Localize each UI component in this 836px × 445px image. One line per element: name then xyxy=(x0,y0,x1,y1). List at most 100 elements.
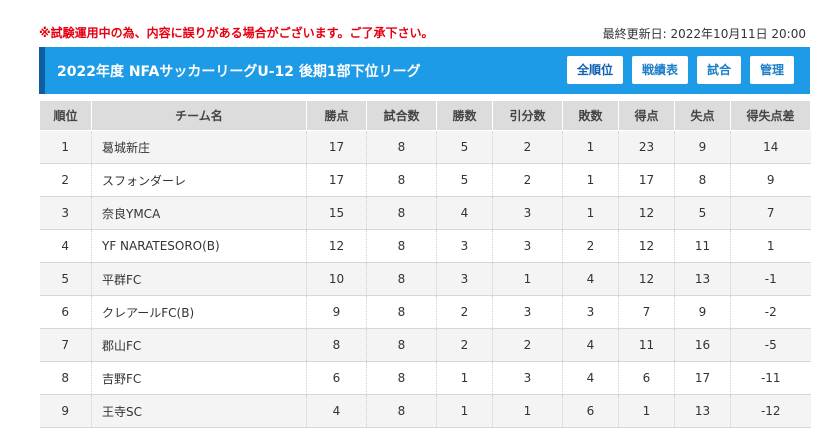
table-row: 8 吉野FC 6 8 1 3 4 6 17 -11 xyxy=(39,361,811,395)
col-rank: 順位 xyxy=(39,100,92,131)
cell-draws: 3 xyxy=(492,361,563,395)
cell-team: スフォンダーレ xyxy=(91,163,307,197)
table-row: 5 平群FC 10 8 3 1 4 12 13 -1 xyxy=(39,262,811,296)
cell-losses: 1 xyxy=(562,163,619,197)
cell-goal-diff: 7 xyxy=(730,196,811,230)
col-goals-for: 得点 xyxy=(618,100,675,131)
col-goals-against: 失点 xyxy=(674,100,731,131)
standings-table: 順位 チーム名 勝点 試合数 勝数 引分数 敗数 得点 失点 得失点差 1 葛城… xyxy=(39,100,811,428)
cell-played: 8 xyxy=(366,262,437,296)
cell-goals-for: 6 xyxy=(618,361,675,395)
matches-button[interactable]: 試合 xyxy=(696,56,741,84)
cell-goals-against: 8 xyxy=(674,163,731,197)
cell-goal-diff: -11 xyxy=(730,361,811,395)
league-title: 2022年度 NFAサッカーリーグU-12 後期1部下位リーグ xyxy=(57,64,421,80)
table-row: 2 スフォンダーレ 17 8 5 2 1 17 8 9 xyxy=(39,163,811,197)
cell-rank: 9 xyxy=(39,394,92,428)
cell-team: 吉野FC xyxy=(91,361,307,395)
table-row: 3 奈良YMCA 15 8 4 3 1 12 5 7 xyxy=(39,196,811,230)
cell-points: 8 xyxy=(306,328,367,362)
cell-rank: 3 xyxy=(39,196,92,230)
cell-wins: 5 xyxy=(436,130,493,164)
cell-goal-diff: -1 xyxy=(730,262,811,296)
cell-played: 8 xyxy=(366,328,437,362)
cell-played: 8 xyxy=(366,130,437,164)
cell-played: 8 xyxy=(366,163,437,197)
cell-goals-for: 23 xyxy=(618,130,675,164)
cell-points: 9 xyxy=(306,295,367,329)
cell-wins: 5 xyxy=(436,163,493,197)
admin-button[interactable]: 管理 xyxy=(749,56,794,84)
cell-draws: 2 xyxy=(492,130,563,164)
results-button[interactable]: 戦績表 xyxy=(631,56,688,84)
cell-team: 奈良YMCA xyxy=(91,196,307,230)
header-buttons: 全順位 戦績表 試合 管理 xyxy=(566,56,794,84)
cell-goals-for: 17 xyxy=(618,163,675,197)
cell-losses: 4 xyxy=(562,361,619,395)
cell-wins: 2 xyxy=(436,328,493,362)
table-row: 4 YF NARATESORO(B) 12 8 3 3 2 12 11 1 xyxy=(39,229,811,263)
cell-points: 10 xyxy=(306,262,367,296)
standings-button[interactable]: 全順位 xyxy=(566,56,623,84)
cell-wins: 1 xyxy=(436,361,493,395)
cell-goal-diff: -2 xyxy=(730,295,811,329)
cell-goal-diff: -5 xyxy=(730,328,811,362)
cell-team: 王寺SC xyxy=(91,394,307,428)
cell-goals-for: 12 xyxy=(618,196,675,230)
cell-goal-diff: -12 xyxy=(730,394,811,428)
table-header-row: 順位 チーム名 勝点 試合数 勝数 引分数 敗数 得点 失点 得失点差 xyxy=(39,100,811,131)
cell-wins: 3 xyxy=(436,229,493,263)
col-draws: 引分数 xyxy=(492,100,563,131)
cell-goals-against: 13 xyxy=(674,262,731,296)
cell-goals-for: 12 xyxy=(618,262,675,296)
cell-wins: 2 xyxy=(436,295,493,329)
cell-goals-against: 5 xyxy=(674,196,731,230)
col-played: 試合数 xyxy=(366,100,437,131)
cell-rank: 7 xyxy=(39,328,92,362)
league-header: 2022年度 NFAサッカーリーグU-12 後期1部下位リーグ 全順位 戦績表 … xyxy=(39,47,810,94)
col-wins: 勝数 xyxy=(436,100,493,131)
cell-goals-against: 11 xyxy=(674,229,731,263)
top-bar: ※試験運用中の為、内容に誤りがある場合がございます。ご了承下さい。 最終更新日:… xyxy=(0,0,836,46)
cell-draws: 3 xyxy=(492,295,563,329)
cell-team: 平群FC xyxy=(91,262,307,296)
cell-losses: 4 xyxy=(562,328,619,362)
cell-draws: 1 xyxy=(492,394,563,428)
cell-losses: 4 xyxy=(562,262,619,296)
cell-played: 8 xyxy=(366,295,437,329)
cell-rank: 5 xyxy=(39,262,92,296)
cell-draws: 2 xyxy=(492,163,563,197)
cell-points: 4 xyxy=(306,394,367,428)
trial-notice: ※試験運用中の為、内容に誤りがある場合がございます。ご了承下さい。 xyxy=(39,26,434,40)
cell-goals-against: 13 xyxy=(674,394,731,428)
cell-goal-diff: 14 xyxy=(730,130,811,164)
cell-goals-against: 9 xyxy=(674,295,731,329)
cell-wins: 1 xyxy=(436,394,493,428)
last-updated: 最終更新日: 2022年10月11日 20:00 xyxy=(602,27,806,41)
cell-team: 郡山FC xyxy=(91,328,307,362)
cell-rank: 1 xyxy=(39,130,92,164)
table-row: 9 王寺SC 4 8 1 1 6 1 13 -12 xyxy=(39,394,811,428)
table-row: 6 クレアールFC(B) 9 8 2 3 3 7 9 -2 xyxy=(39,295,811,329)
cell-wins: 4 xyxy=(436,196,493,230)
table-row: 7 郡山FC 8 8 2 2 4 11 16 -5 xyxy=(39,328,811,362)
cell-goals-against: 16 xyxy=(674,328,731,362)
cell-goal-diff: 1 xyxy=(730,229,811,263)
cell-losses: 1 xyxy=(562,196,619,230)
cell-goals-against: 17 xyxy=(674,361,731,395)
cell-rank: 6 xyxy=(39,295,92,329)
cell-losses: 2 xyxy=(562,229,619,263)
col-goal-diff: 得失点差 xyxy=(730,100,811,131)
cell-draws: 3 xyxy=(492,196,563,230)
cell-points: 15 xyxy=(306,196,367,230)
cell-losses: 3 xyxy=(562,295,619,329)
col-losses: 敗数 xyxy=(562,100,619,131)
cell-goals-against: 9 xyxy=(674,130,731,164)
cell-draws: 2 xyxy=(492,328,563,362)
cell-points: 6 xyxy=(306,361,367,395)
cell-played: 8 xyxy=(366,196,437,230)
cell-played: 8 xyxy=(366,394,437,428)
cell-draws: 3 xyxy=(492,229,563,263)
cell-losses: 6 xyxy=(562,394,619,428)
col-team: チーム名 xyxy=(91,100,307,131)
